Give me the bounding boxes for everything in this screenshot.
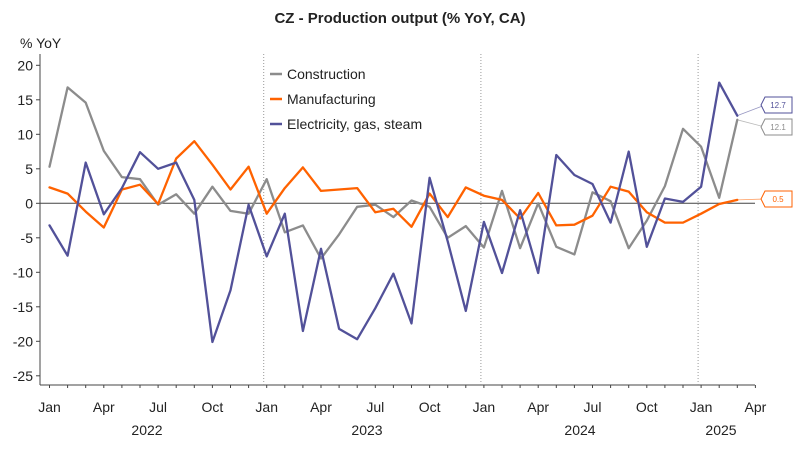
y-tick-label: 20 [17, 57, 33, 73]
y-axis-label: % YoY [20, 35, 62, 51]
x-tick-label: Jan [473, 399, 496, 415]
badge-value-electricity-gas-steam: 12.7 [770, 101, 786, 110]
y-tick-label: -10 [13, 264, 33, 280]
x-tick-label: Jan [38, 399, 61, 415]
end-value-badges: 12.1 0.5 12.7 [737, 96, 793, 208]
x-tick-label: Apr [310, 399, 332, 415]
legend-label-electricity-gas-steam: Electricity, gas, steam [287, 116, 422, 132]
badge-electricity-gas-steam [760, 96, 793, 114]
y-tick-label: 0 [25, 195, 33, 211]
x-tick-label: Oct [202, 399, 224, 415]
year-label: 2022 [131, 422, 162, 438]
x-tick-labels: Jan Apr Jul Oct Jan Apr Jul Oct Jan Apr Jul Oct Jan A… [38, 399, 766, 415]
x-tick-label: Jul [149, 399, 167, 415]
y-tick-label: -5 [21, 230, 34, 246]
y-tick-labels: 20 15 10 5 0 -5 -10 -15 -20 -25 [13, 57, 34, 384]
year-label: 2023 [351, 422, 382, 438]
x-tick-label: Oct [636, 399, 658, 415]
y-tick-label: 10 [17, 126, 33, 142]
series-line-construction [48, 86, 739, 260]
badge-value-construction: 12.1 [770, 123, 786, 132]
x-tick-label: Jan [690, 399, 713, 415]
y-tick-label: -15 [13, 299, 33, 315]
y-tick-label: 15 [17, 92, 33, 108]
legend-label-construction: Construction [287, 66, 366, 82]
x-tick-label: Jul [366, 399, 384, 415]
series-lines [48, 81, 739, 344]
badge-connector-manufacturing [737, 198, 766, 201]
y-tick-label: -20 [13, 333, 33, 349]
badge-manufacturing [760, 190, 793, 208]
badge-connector-construction [737, 119, 766, 128]
year-label: 2024 [564, 422, 595, 438]
x-tick-label: Apr [93, 399, 115, 415]
y-tick-label: 5 [25, 161, 33, 177]
x-tick-label: Oct [419, 399, 441, 415]
year-label: 2025 [705, 422, 736, 438]
x-tick-label: Apr [745, 399, 767, 415]
legend-label-manufacturing: Manufacturing [287, 91, 376, 107]
badge-value-manufacturing: 0.5 [772, 195, 784, 204]
year-labels: 2022 2023 2024 2025 [131, 422, 736, 438]
badge-construction [760, 118, 793, 136]
chart-title: CZ - Production output (% YoY, CA) [274, 10, 525, 27]
x-tick-label: Apr [527, 399, 549, 415]
badge-connector-electricity-gas-steam [737, 104, 766, 117]
x-tick-label: Jan [255, 399, 278, 415]
x-tick-label: Jul [584, 399, 602, 415]
y-tick-label: -25 [13, 368, 33, 384]
legend: Construction Manufacturing Electricity, ga… [270, 66, 422, 132]
